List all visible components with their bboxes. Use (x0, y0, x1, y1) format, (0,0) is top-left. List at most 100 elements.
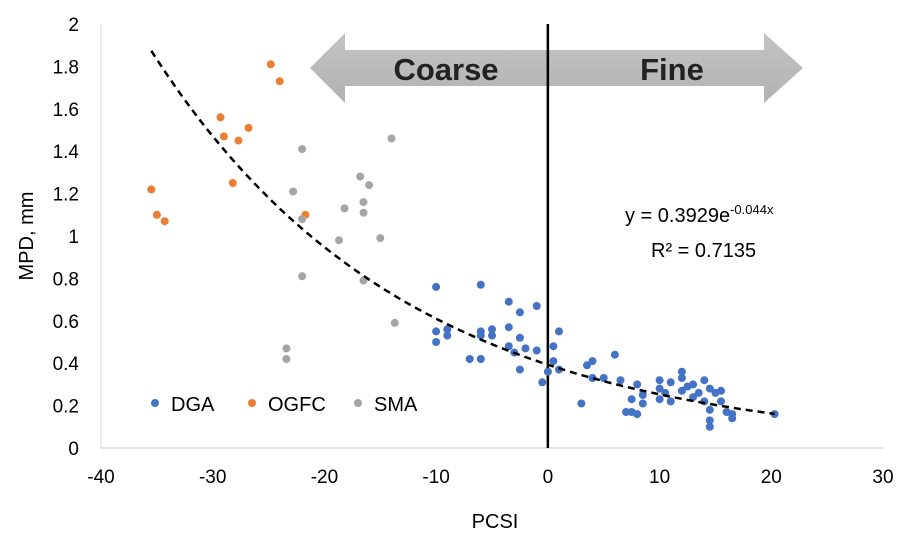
data-point-dga (655, 376, 664, 385)
data-point-ogfc (216, 113, 225, 122)
x-axis-title: PCSI (472, 511, 519, 533)
x-tick-label: -30 (199, 467, 226, 488)
data-point-dga (677, 374, 686, 382)
data-point-dga (465, 355, 474, 363)
x-tick-label: 20 (761, 467, 782, 488)
x-tick-labels: -40 -30 -20 -10 0 10 20 30 (87, 467, 893, 488)
data-point-dga (577, 399, 586, 408)
x-tick-label: -10 (422, 467, 449, 488)
data-point-dga (538, 378, 547, 387)
data-point-dga (549, 357, 558, 366)
data-point-sma (365, 181, 374, 190)
x-tick-label: 0 (543, 467, 554, 488)
data-point-dga (588, 357, 597, 366)
data-point-dga (476, 280, 485, 289)
data-point-ogfc (219, 132, 228, 141)
y-tick-label: 0 (68, 439, 79, 460)
equation-main: y = 0.3929e (625, 205, 730, 227)
data-point-dga (638, 399, 647, 408)
legend-label-ogfc: OGFC (268, 394, 326, 416)
data-point-dga (432, 282, 441, 291)
x-tick-label: 10 (649, 467, 670, 488)
data-point-sma (359, 208, 368, 217)
legend-marker-ogfc (248, 399, 256, 407)
data-point-sma (356, 172, 365, 181)
data-point-sma (359, 198, 368, 207)
fine-label: Fine (640, 52, 704, 87)
data-point-dga (521, 344, 530, 353)
data-point-sma (298, 272, 307, 281)
trendline-equation: y = 0.3929e-0.044x R² = 0.7135 (625, 202, 774, 262)
data-point-dga (432, 338, 441, 346)
data-point-dga (515, 333, 524, 342)
data-point-dga (666, 378, 675, 387)
axes (100, 24, 883, 449)
data-point-dga (504, 323, 513, 332)
data-point-dga (488, 325, 496, 334)
data-point-ogfc (160, 217, 169, 226)
data-point-sma (289, 187, 298, 196)
data-point-dga (770, 410, 779, 419)
data-points (147, 60, 779, 431)
y-tick-label: 0.8 (53, 269, 79, 290)
data-point-ogfc (266, 60, 275, 69)
equation-text: y = 0.3929e-0.044x (625, 202, 774, 227)
data-point-dga (633, 410, 642, 419)
data-point-dga (705, 405, 714, 414)
data-point-dga (655, 395, 664, 404)
data-point-sma (298, 215, 307, 223)
data-point-sma (335, 236, 343, 245)
data-point-dga (532, 302, 541, 310)
data-point-ogfc (244, 123, 253, 132)
data-point-ogfc (234, 136, 243, 145)
data-point-dga (543, 367, 552, 376)
data-point-dga (666, 397, 675, 406)
data-point-dga (532, 346, 541, 355)
y-tick-label: 1.6 (53, 100, 79, 121)
data-point-sma (298, 145, 307, 154)
x-tick-label: -40 (87, 467, 114, 488)
data-point-dga (700, 376, 709, 385)
data-point-dga (476, 355, 485, 363)
y-axis-title: MPD, mm (16, 192, 38, 281)
data-point-dga (728, 410, 737, 419)
data-point-ogfc (275, 77, 284, 86)
data-point-ogfc (152, 210, 161, 219)
x-tick-label: 30 (872, 467, 893, 488)
data-point-dga (610, 350, 619, 359)
r-squared-text: R² = 0.7135 (651, 240, 756, 262)
data-point-dga (588, 374, 597, 382)
data-point-dga (633, 380, 642, 389)
data-point-dga (694, 388, 703, 397)
trendline (150, 50, 775, 416)
y-tick-label: 1.4 (53, 142, 80, 163)
data-point-dga (689, 380, 698, 389)
data-point-dga (443, 325, 452, 334)
y-tick-label: 1.2 (53, 185, 79, 206)
data-point-sma (387, 134, 396, 143)
data-point-sma (282, 355, 291, 363)
data-point-dga (599, 374, 608, 382)
data-point-dga (717, 386, 725, 395)
data-point-dga (705, 416, 714, 425)
equation-exponent: -0.044x (730, 202, 774, 217)
data-point-dga (655, 384, 664, 393)
data-point-sma (376, 234, 385, 243)
data-point-dga (627, 395, 636, 404)
data-point-dga (515, 308, 524, 317)
data-point-dga (432, 327, 441, 336)
data-point-dga (677, 386, 686, 395)
data-point-dga (583, 361, 591, 370)
data-point-dga (504, 297, 513, 306)
legend-label-sma: SMA (374, 394, 418, 416)
legend-label-dga: DGA (171, 394, 215, 416)
data-point-dga (689, 393, 698, 402)
data-point-sma (282, 344, 291, 353)
data-point-dga (549, 342, 558, 351)
data-point-dga (555, 327, 563, 336)
data-point-ogfc (228, 179, 237, 187)
data-point-sma (340, 204, 349, 213)
data-point-sma (390, 318, 399, 327)
y-tick-label: 0.2 (53, 397, 79, 418)
